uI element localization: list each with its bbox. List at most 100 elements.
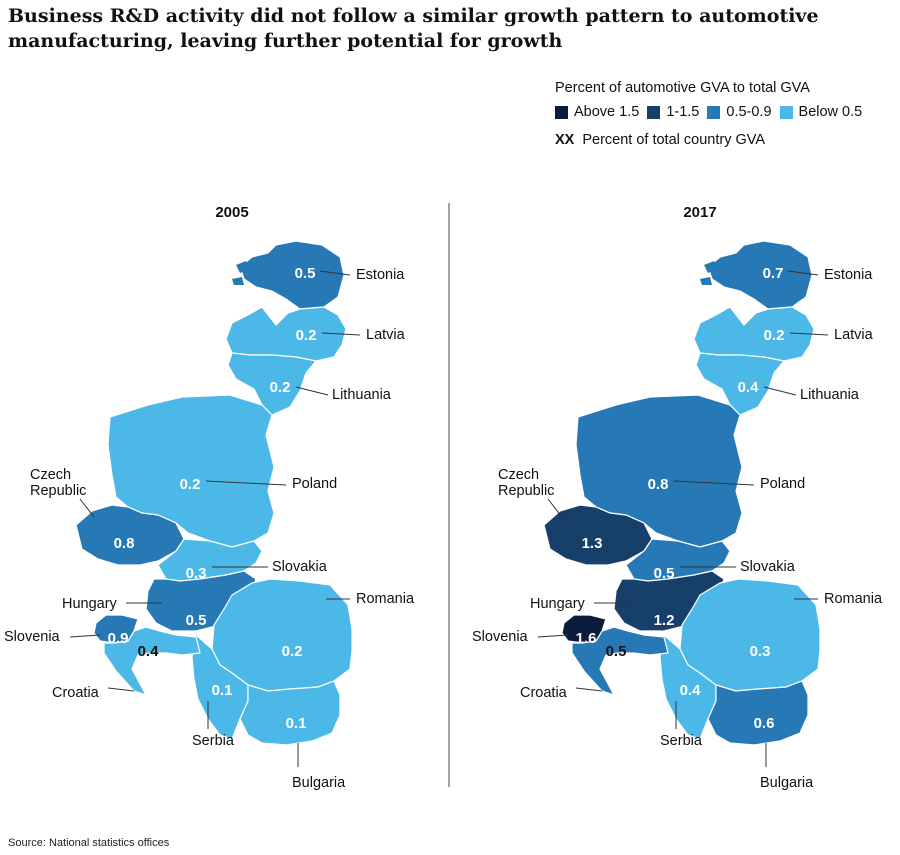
region-lithuania bbox=[695, 352, 786, 416]
legend-item-above-1-5: Above 1.5 bbox=[555, 104, 639, 120]
legend-item-below-0-5: Below 0.5 bbox=[779, 104, 863, 120]
estonia-islands bbox=[232, 261, 250, 285]
region-serbia bbox=[191, 633, 249, 740]
country-name-hungary: Hungary bbox=[530, 596, 586, 612]
leader-line-latvia bbox=[321, 332, 361, 336]
source-note: Source: National statistics offices bbox=[8, 837, 170, 849]
country-name-latvia: Latvia bbox=[834, 327, 874, 343]
value-label-estonia: 0.7 bbox=[763, 265, 784, 282]
value-label-poland: 0.8 bbox=[648, 476, 669, 493]
region-bulgaria bbox=[239, 680, 341, 746]
value-label-romania: 0.3 bbox=[750, 643, 771, 660]
map-2005: 2005 0.5 Estonia 0.2 Latvia 0.2 Lithuania 0.2 Po… bbox=[4, 204, 415, 791]
country-name-slovakia: Slovakia bbox=[272, 559, 328, 575]
country-name-estonia: Estonia bbox=[356, 267, 405, 283]
region-bulgaria bbox=[707, 680, 809, 746]
country-name-bulgaria: Bulgaria bbox=[760, 775, 814, 791]
country-name-latvia: Latvia bbox=[366, 327, 406, 343]
value-label-croatia: 0.4 bbox=[138, 643, 160, 660]
leader-line-croatia bbox=[107, 687, 135, 692]
map-year-label: 2005 bbox=[215, 204, 248, 221]
leader-line-poland bbox=[205, 480, 287, 486]
country-name-serbia: Serbia bbox=[192, 733, 235, 749]
value-label-estonia: 0.5 bbox=[295, 265, 316, 282]
region-slovenia bbox=[93, 614, 139, 644]
region-croatia bbox=[571, 626, 669, 697]
country-name-lithuania: Lithuania bbox=[332, 387, 392, 403]
region-latvia bbox=[225, 306, 347, 362]
value-label-bulgaria: 0.1 bbox=[286, 715, 307, 732]
country-name-slovakia: Slovakia bbox=[740, 559, 796, 575]
leader-line-estonia bbox=[787, 270, 819, 276]
region-serbia bbox=[659, 633, 717, 740]
region-croatia bbox=[103, 626, 201, 697]
map-2017: 2017 0.7 Estonia 0.2 Latvia 0.4 Lithuania 0.8 Po… bbox=[472, 204, 883, 791]
value-label-croatia: 0.5 bbox=[606, 643, 627, 660]
region-latvia bbox=[693, 306, 815, 362]
legend-swatch bbox=[779, 105, 793, 119]
value-label-bulgaria: 0.6 bbox=[754, 715, 775, 732]
value-label-slovakia: 0.5 bbox=[654, 565, 675, 582]
country-name-romania: Romania bbox=[356, 591, 415, 607]
country-name-lithuania: Lithuania bbox=[800, 387, 860, 403]
country-name-czech: Czech Republic bbox=[498, 467, 554, 499]
country-name-czech: Czech Republic bbox=[30, 467, 86, 499]
country-name-croatia: Croatia bbox=[520, 685, 568, 701]
legend-item-1-1-5: 1-1.5 bbox=[647, 104, 699, 120]
estonia-islands bbox=[700, 261, 718, 285]
value-label-serbia: 0.4 bbox=[680, 682, 702, 699]
region-lithuania bbox=[227, 352, 318, 416]
leader-line-croatia bbox=[575, 687, 603, 692]
choropleth-maps: 2005 0.5 Estonia 0.2 Latvia 0.2 Lithuania 0.2 Po… bbox=[4, 203, 883, 791]
leader-line-lithuania bbox=[763, 386, 797, 396]
legend-label: 1-1.5 bbox=[666, 104, 700, 120]
legend-xx-label: Percent of total country GVA bbox=[582, 132, 766, 148]
value-label-slovenia: 1.6 bbox=[576, 630, 597, 647]
legend-swatch bbox=[707, 105, 721, 119]
value-label-serbia: 0.1 bbox=[212, 682, 233, 699]
leader-line-latvia bbox=[789, 332, 829, 336]
value-label-slovakia: 0.3 bbox=[186, 565, 207, 582]
legend-label: Below 0.5 bbox=[798, 104, 863, 120]
region-estonia bbox=[239, 240, 345, 310]
legend-items: Above 1.5 1-1.5 0.5-0.9 Below 0.5 bbox=[555, 104, 895, 120]
country-name-slovenia: Slovenia bbox=[472, 629, 529, 645]
country-name-hungary: Hungary bbox=[62, 596, 118, 612]
leader-line-slovenia bbox=[537, 634, 569, 638]
map-year-label: 2017 bbox=[683, 204, 716, 221]
country-name-poland: Poland bbox=[760, 476, 805, 492]
legend-swatch bbox=[647, 105, 661, 119]
value-label-romania: 0.2 bbox=[282, 643, 303, 660]
value-label-latvia: 0.2 bbox=[764, 327, 785, 344]
country-name-slovenia: Slovenia bbox=[4, 629, 61, 645]
legend-label: Above 1.5 bbox=[574, 104, 640, 120]
legend-label: 0.5-0.9 bbox=[726, 104, 772, 120]
leader-line-czech bbox=[547, 498, 563, 518]
value-label-czech: 1.3 bbox=[582, 535, 603, 552]
leader-line-lithuania bbox=[295, 386, 329, 396]
chart-title: Business R&D activity did not follow a s… bbox=[8, 5, 819, 52]
legend-title: Percent of automotive GVA to total GVA bbox=[555, 80, 810, 96]
value-label-slovenia: 0.9 bbox=[108, 630, 129, 647]
value-label-hungary: 1.2 bbox=[654, 612, 675, 629]
legend-swatch bbox=[555, 105, 568, 119]
leader-line-slovenia bbox=[69, 634, 101, 638]
country-name-estonia: Estonia bbox=[824, 267, 873, 283]
country-name-poland: Poland bbox=[292, 476, 337, 492]
country-name-bulgaria: Bulgaria bbox=[292, 775, 346, 791]
legend-item-0-5-0-9: 0.5-0.9 bbox=[707, 104, 772, 120]
value-label-poland: 0.2 bbox=[180, 476, 201, 493]
legend-value-key: XX Percent of total country GVA bbox=[555, 132, 895, 148]
legend-xx-symbol: XX bbox=[555, 132, 575, 148]
leader-line-estonia bbox=[319, 270, 351, 276]
value-label-hungary: 0.5 bbox=[186, 612, 207, 629]
country-name-croatia: Croatia bbox=[52, 685, 100, 701]
value-label-czech: 0.8 bbox=[114, 535, 135, 552]
value-label-latvia: 0.2 bbox=[296, 327, 317, 344]
region-slovenia bbox=[561, 614, 607, 644]
country-name-serbia: Serbia bbox=[660, 733, 703, 749]
value-label-lithuania: 0.4 bbox=[738, 379, 760, 396]
value-label-lithuania: 0.2 bbox=[270, 379, 291, 396]
region-estonia bbox=[707, 240, 813, 310]
leader-line-czech bbox=[79, 498, 95, 518]
